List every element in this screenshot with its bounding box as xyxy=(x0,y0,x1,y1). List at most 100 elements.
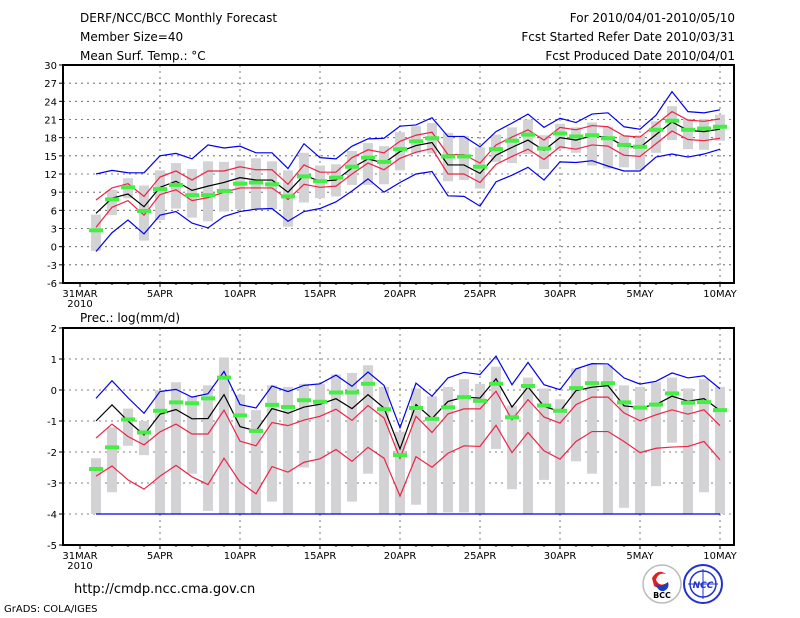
plot-frame xyxy=(62,327,735,546)
y-tick-label: 15 xyxy=(44,152,57,163)
observed-marker xyxy=(105,445,119,450)
observed-marker xyxy=(665,391,679,396)
observed-marker xyxy=(681,127,695,132)
observed-marker xyxy=(473,164,487,169)
observed-marker xyxy=(153,408,167,413)
y-tick-label: -3 xyxy=(47,261,57,272)
observed-marker xyxy=(169,182,183,187)
observed-marker xyxy=(601,136,615,141)
ensemble-range-bar xyxy=(379,146,389,185)
series-spread-upper xyxy=(95,390,721,460)
ensemble-range-bar xyxy=(139,185,149,241)
observed-marker xyxy=(601,381,615,386)
observed-marker xyxy=(569,386,583,391)
x-tick-label: 25APR xyxy=(464,551,497,562)
grads-credit: GrADS: COLA/IGES xyxy=(4,604,98,615)
y-tick-label: 30 xyxy=(44,61,57,72)
y-tick-label: 27 xyxy=(44,79,57,90)
y-tick-label: 12 xyxy=(44,170,57,181)
observed-marker xyxy=(521,132,535,137)
observed-marker xyxy=(521,383,535,388)
produced-date: Fcst Produced Date 2010/04/01 xyxy=(545,49,735,63)
ensemble-range-bar xyxy=(187,396,197,474)
ensemble-range-bar xyxy=(523,377,533,514)
ensemble-range-bar xyxy=(155,390,165,514)
x-tick-label: 10APR xyxy=(224,551,257,562)
y-tick-label: 1 xyxy=(51,355,57,366)
ensemble-range-bar xyxy=(107,189,117,216)
observed-marker xyxy=(249,180,263,185)
ensemble-range-bar xyxy=(555,123,565,150)
observed-marker xyxy=(425,136,439,141)
observed-marker xyxy=(377,407,391,412)
ensemble-range-bar xyxy=(651,121,661,153)
precip-panel: -5 -4 -3 -2 -1 0 1 2 31MAR 5APR 10APR 15APR 20APR 25A… xyxy=(47,324,738,572)
observed-marker xyxy=(121,417,135,422)
observed-marker xyxy=(393,453,407,458)
ensemble-range-bar xyxy=(667,106,677,141)
ensemble-range-bar xyxy=(219,357,229,514)
observed-marker xyxy=(537,146,551,151)
series-envelope-upper xyxy=(95,90,721,175)
ensemble-range-bar xyxy=(699,118,709,150)
ensemble-range-bar xyxy=(491,366,501,449)
y-tick-label: 21 xyxy=(44,116,57,127)
observed-marker xyxy=(585,381,599,386)
ensemble-range-bar xyxy=(475,383,485,514)
observed-marker xyxy=(441,154,455,159)
series-spread-lower xyxy=(95,424,721,498)
observed-marker xyxy=(297,174,311,179)
x-tick-label: 5MAY xyxy=(626,289,654,300)
observed-marker xyxy=(281,405,295,410)
observed-marker xyxy=(553,131,567,136)
observed-marker xyxy=(585,133,599,138)
observed-marker xyxy=(345,164,359,169)
observed-marker xyxy=(393,147,407,152)
y-tick-label: 9 xyxy=(51,188,57,199)
ensemble-range-bar xyxy=(267,385,277,502)
observed-marker xyxy=(361,155,375,160)
observed-marker xyxy=(153,187,167,192)
observed-marker xyxy=(457,154,471,159)
y-tick-label: -6 xyxy=(47,279,57,290)
observed-marker xyxy=(489,381,503,386)
ensemble-range-bar xyxy=(635,386,645,514)
ensemble-range-bar xyxy=(715,386,725,514)
x-tick-label: 15APR xyxy=(304,289,337,300)
chart-title: DERF/NCC/BCC Monthly Forecast xyxy=(80,11,278,25)
ensemble-range-bar xyxy=(539,388,549,480)
x-tick-label: 10APR xyxy=(224,289,257,300)
ensemble-range-bar xyxy=(363,365,373,474)
series-envelope-upper xyxy=(95,355,721,430)
ensemble-range-bar xyxy=(555,399,565,514)
ensemble-range-bar xyxy=(283,386,293,514)
ensemble-range-bar xyxy=(571,368,581,462)
observed-marker xyxy=(185,401,199,406)
x-tick-label: 10MAY xyxy=(703,289,737,300)
ensemble-range-bar xyxy=(699,379,709,493)
ensemble-range-bar xyxy=(507,127,517,164)
observed-marker xyxy=(505,138,519,143)
y-tick-label: 0 xyxy=(51,386,57,397)
observed-marker xyxy=(137,208,151,213)
website-link[interactable]: http://cmdp.ncc.cma.gov.cn xyxy=(74,582,256,597)
started-date: Fcst Started Refer Date 2010/03/31 xyxy=(521,30,735,44)
x-tick-label: 5MAY xyxy=(626,551,654,562)
x-tick-label: 25APR xyxy=(464,289,497,300)
observed-marker xyxy=(409,139,423,144)
ensemble-range-bar xyxy=(123,408,133,446)
member-size: Member Size=40 xyxy=(80,30,184,44)
series-envelope-lower xyxy=(95,148,721,252)
ensemble-range-bar xyxy=(379,386,389,514)
ensemble-range-bar xyxy=(91,214,101,251)
observed-marker xyxy=(489,147,503,152)
x-tick-label: 10MAY xyxy=(703,551,737,562)
observed-marker xyxy=(697,400,711,405)
observed-marker xyxy=(329,390,343,395)
observed-marker xyxy=(473,398,487,403)
observed-marker xyxy=(233,413,247,418)
observed-marker xyxy=(169,400,183,405)
observed-marker xyxy=(361,381,375,386)
ensemble-range-bar xyxy=(539,135,549,170)
